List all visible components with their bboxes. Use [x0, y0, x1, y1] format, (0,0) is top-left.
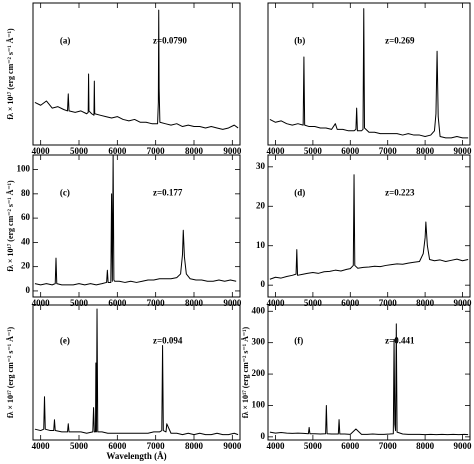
- x-tick-label: 9000: [223, 441, 242, 451]
- x-tick-label: 7000: [147, 441, 166, 451]
- redshift-annotation: z=0.177: [153, 187, 183, 197]
- x-tick-label: 9000: [454, 298, 473, 308]
- panel-label: (b): [294, 35, 305, 45]
- y-tick-label: 60: [21, 212, 31, 222]
- x-tick-label: 4000: [266, 441, 285, 451]
- panel-label: (d): [294, 187, 305, 197]
- y-tick-label: 20: [21, 261, 31, 271]
- y-tick-label: 20: [256, 200, 266, 210]
- y-tick-label: 200: [252, 368, 266, 378]
- x-tick-label: 9000: [454, 441, 473, 451]
- x-tick-label: 9000: [223, 298, 242, 308]
- y-tick-label: 0: [261, 279, 266, 289]
- plot-frame: [267, 154, 471, 298]
- y-tick-label: 400: [252, 305, 266, 315]
- y-tick-label: 100: [17, 164, 31, 174]
- panel-label: (e): [60, 336, 70, 346]
- x-axis-label: Wavelength (Å): [106, 451, 166, 461]
- y-tick-label: 0: [261, 431, 266, 441]
- y-axis-label: fλ × 10¹⁷ (erg cm⁻² s⁻¹ Å⁻¹): [6, 326, 15, 418]
- x-tick-label: 5000: [70, 441, 89, 451]
- plot-frame: [32, 154, 241, 298]
- y-tick-label: 0: [26, 285, 31, 295]
- spectrum-line: [269, 323, 469, 436]
- x-tick-label: 5000: [304, 298, 323, 308]
- spectrum-line: [269, 174, 469, 280]
- x-tick-label: 4000: [266, 298, 285, 308]
- y-axis-label: fλ × 10¹⁷ (erg cm⁻² s⁻¹ Å⁻¹): [6, 180, 15, 272]
- x-tick-label: 6000: [108, 146, 127, 156]
- spectrum-line: [34, 9, 239, 130]
- x-tick-label: 7000: [147, 146, 166, 156]
- panel-label: (a): [60, 35, 71, 45]
- y-tick-label: 80: [21, 188, 31, 198]
- x-tick-label: 5000: [70, 146, 89, 156]
- plot-frame: [32, 304, 241, 441]
- x-tick-label: 5000: [70, 298, 89, 308]
- x-tick-label: 6000: [108, 441, 127, 451]
- redshift-annotation: z=0.441: [385, 336, 415, 346]
- x-tick-label: 7000: [379, 298, 398, 308]
- y-axis-label: fλ × 10¹⁷ (erg cm⁻² s⁻¹ Å⁻¹): [6, 28, 15, 120]
- y-tick-label: 30: [256, 161, 266, 171]
- x-tick-label: 8000: [185, 441, 204, 451]
- x-tick-label: 6000: [341, 298, 360, 308]
- x-tick-label: 9000: [223, 146, 242, 156]
- spectrum-line: [34, 308, 239, 436]
- x-tick-label: 8000: [185, 146, 204, 156]
- plot-frame: [32, 2, 241, 146]
- x-tick-label: 6000: [341, 146, 360, 156]
- plot-frame: [267, 304, 471, 441]
- x-tick-label: 5000: [304, 146, 323, 156]
- y-tick-label: 40: [21, 236, 31, 246]
- panel-label: (c): [60, 187, 70, 197]
- spectrum-line: [34, 155, 237, 286]
- x-tick-label: 4000: [32, 298, 51, 308]
- x-tick-label: 7000: [379, 441, 398, 451]
- x-tick-label: 8000: [416, 298, 435, 308]
- panel-label: (f): [294, 336, 303, 346]
- y-tick-label: 300: [252, 337, 266, 347]
- x-tick-label: 6000: [108, 298, 127, 308]
- x-tick-label: 4000: [266, 146, 285, 156]
- x-tick-label: 8000: [185, 298, 204, 308]
- redshift-annotation: z=0.269: [385, 35, 415, 45]
- redshift-annotation: z=0.0790: [153, 35, 187, 45]
- x-tick-label: 6000: [341, 441, 360, 451]
- redshift-annotation: z=0.223: [385, 187, 415, 197]
- x-tick-label: 8000: [416, 441, 435, 451]
- y-tick-label: 100: [252, 400, 266, 410]
- plot-frame: [267, 2, 471, 146]
- x-tick-label: 7000: [379, 146, 398, 156]
- x-tick-label: 9000: [454, 146, 473, 156]
- y-axis-label: fλ × 10¹⁷ (erg cm⁻² s⁻¹ Å⁻¹): [241, 326, 250, 418]
- x-tick-label: 8000: [416, 146, 435, 156]
- x-tick-label: 4000: [32, 146, 51, 156]
- spectrum-line: [269, 8, 469, 139]
- x-tick-label: 7000: [147, 298, 166, 308]
- redshift-annotation: z=0.094: [153, 336, 183, 346]
- x-tick-label: 4000: [32, 441, 51, 451]
- x-tick-label: 5000: [304, 441, 323, 451]
- y-tick-label: 10: [256, 240, 266, 250]
